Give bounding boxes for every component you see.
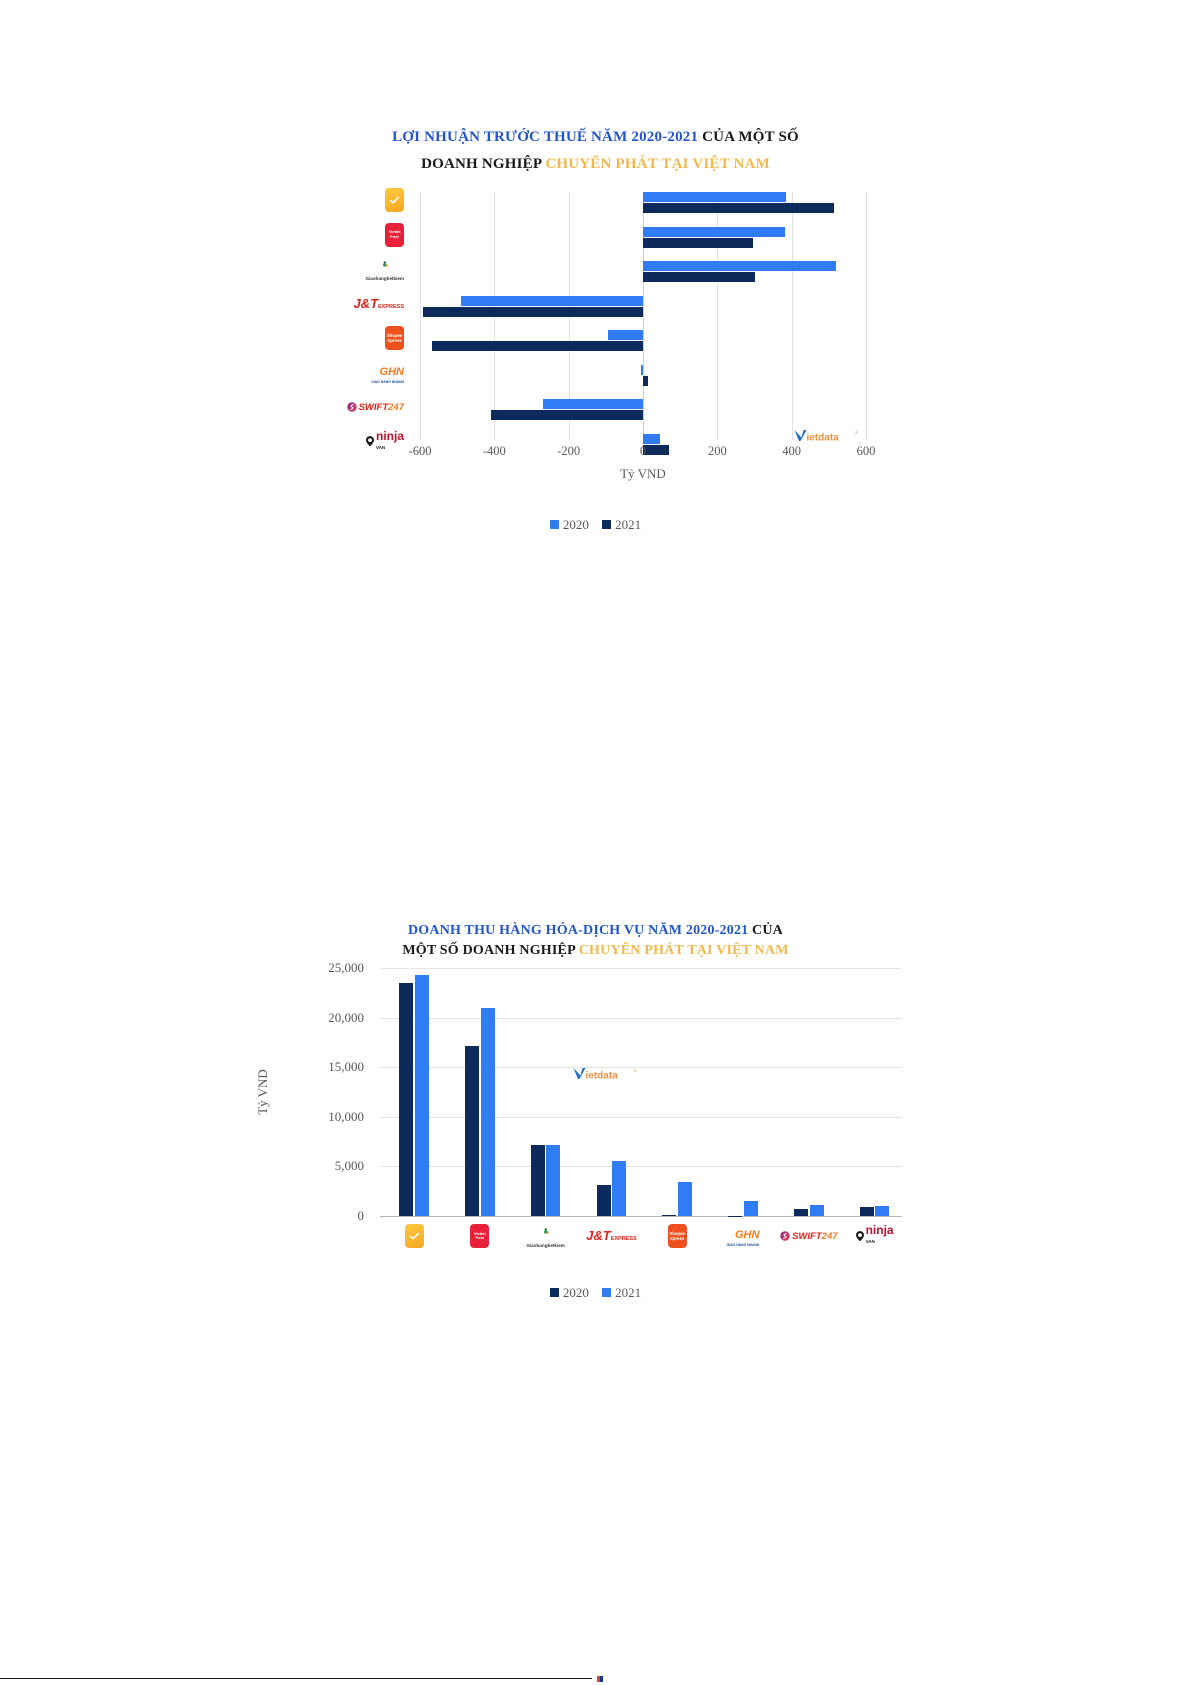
svg-text:®: ® [634, 1068, 637, 1073]
svg-text:ietdata: ietdata [586, 1071, 619, 1082]
svg-text:®: ® [855, 430, 858, 435]
svg-text:ietdata: ietdata [807, 433, 840, 444]
